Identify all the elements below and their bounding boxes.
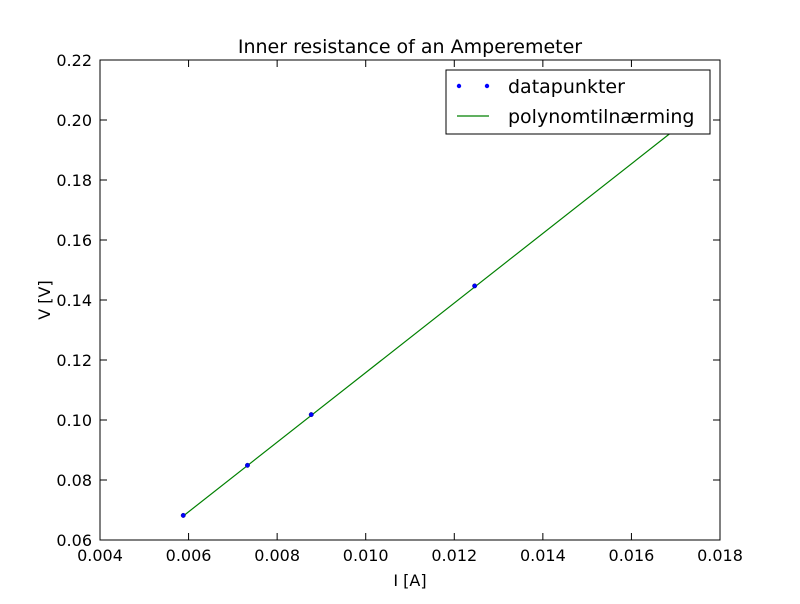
y-tick-label: 0.12 bbox=[56, 351, 92, 370]
x-tick-label: 0.008 bbox=[254, 546, 300, 565]
x-tick-label: 0.012 bbox=[431, 546, 477, 565]
x-tick-label: 0.010 bbox=[343, 546, 389, 565]
legend-label: datapunkter bbox=[508, 76, 625, 98]
y-tick-label: 0.10 bbox=[56, 411, 92, 430]
legend-label: polynomtilnærming bbox=[508, 106, 694, 128]
legend: datapunkter polynomtilnærming bbox=[445, 69, 711, 135]
chart-title: Inner resistance of an Amperemeter bbox=[238, 36, 582, 58]
y-tick-label: 0.20 bbox=[56, 111, 92, 130]
y-tick-label: 0.22 bbox=[56, 51, 92, 70]
y-tick-label: 0.06 bbox=[56, 531, 92, 550]
data-point bbox=[245, 462, 250, 468]
x-axis-label: I [A] bbox=[393, 571, 426, 590]
y-tick-label: 0.14 bbox=[56, 291, 92, 310]
x-tick-label: 0.004 bbox=[77, 546, 123, 565]
x-tick-label: 0.018 bbox=[697, 546, 743, 565]
data-point bbox=[472, 283, 478, 289]
y-tick-label: 0.18 bbox=[56, 171, 92, 190]
y-axis-label: V [V] bbox=[35, 280, 54, 319]
y-tick-label: 0.08 bbox=[56, 471, 92, 490]
legend-marker bbox=[484, 83, 490, 89]
legend-marker bbox=[456, 83, 462, 89]
x-tick-label: 0.014 bbox=[520, 546, 566, 565]
y-tick-label: 0.16 bbox=[56, 231, 92, 250]
series-line-1 bbox=[182, 128, 677, 517]
data-point bbox=[180, 512, 186, 518]
x-tick-label: 0.016 bbox=[609, 546, 655, 565]
legend-box bbox=[445, 69, 711, 135]
x-axis: 0.004 0.006 0.008 0.010 0.012 0.014 0.016 0.018 bbox=[77, 60, 743, 565]
series-layer bbox=[180, 126, 679, 518]
x-tick-label: 0.006 bbox=[166, 546, 212, 565]
y-axis: 0.06 0.08 0.10 0.12 0.14 0.16 0.18 0.20 0.22 bbox=[56, 51, 720, 550]
data-point bbox=[308, 412, 314, 418]
